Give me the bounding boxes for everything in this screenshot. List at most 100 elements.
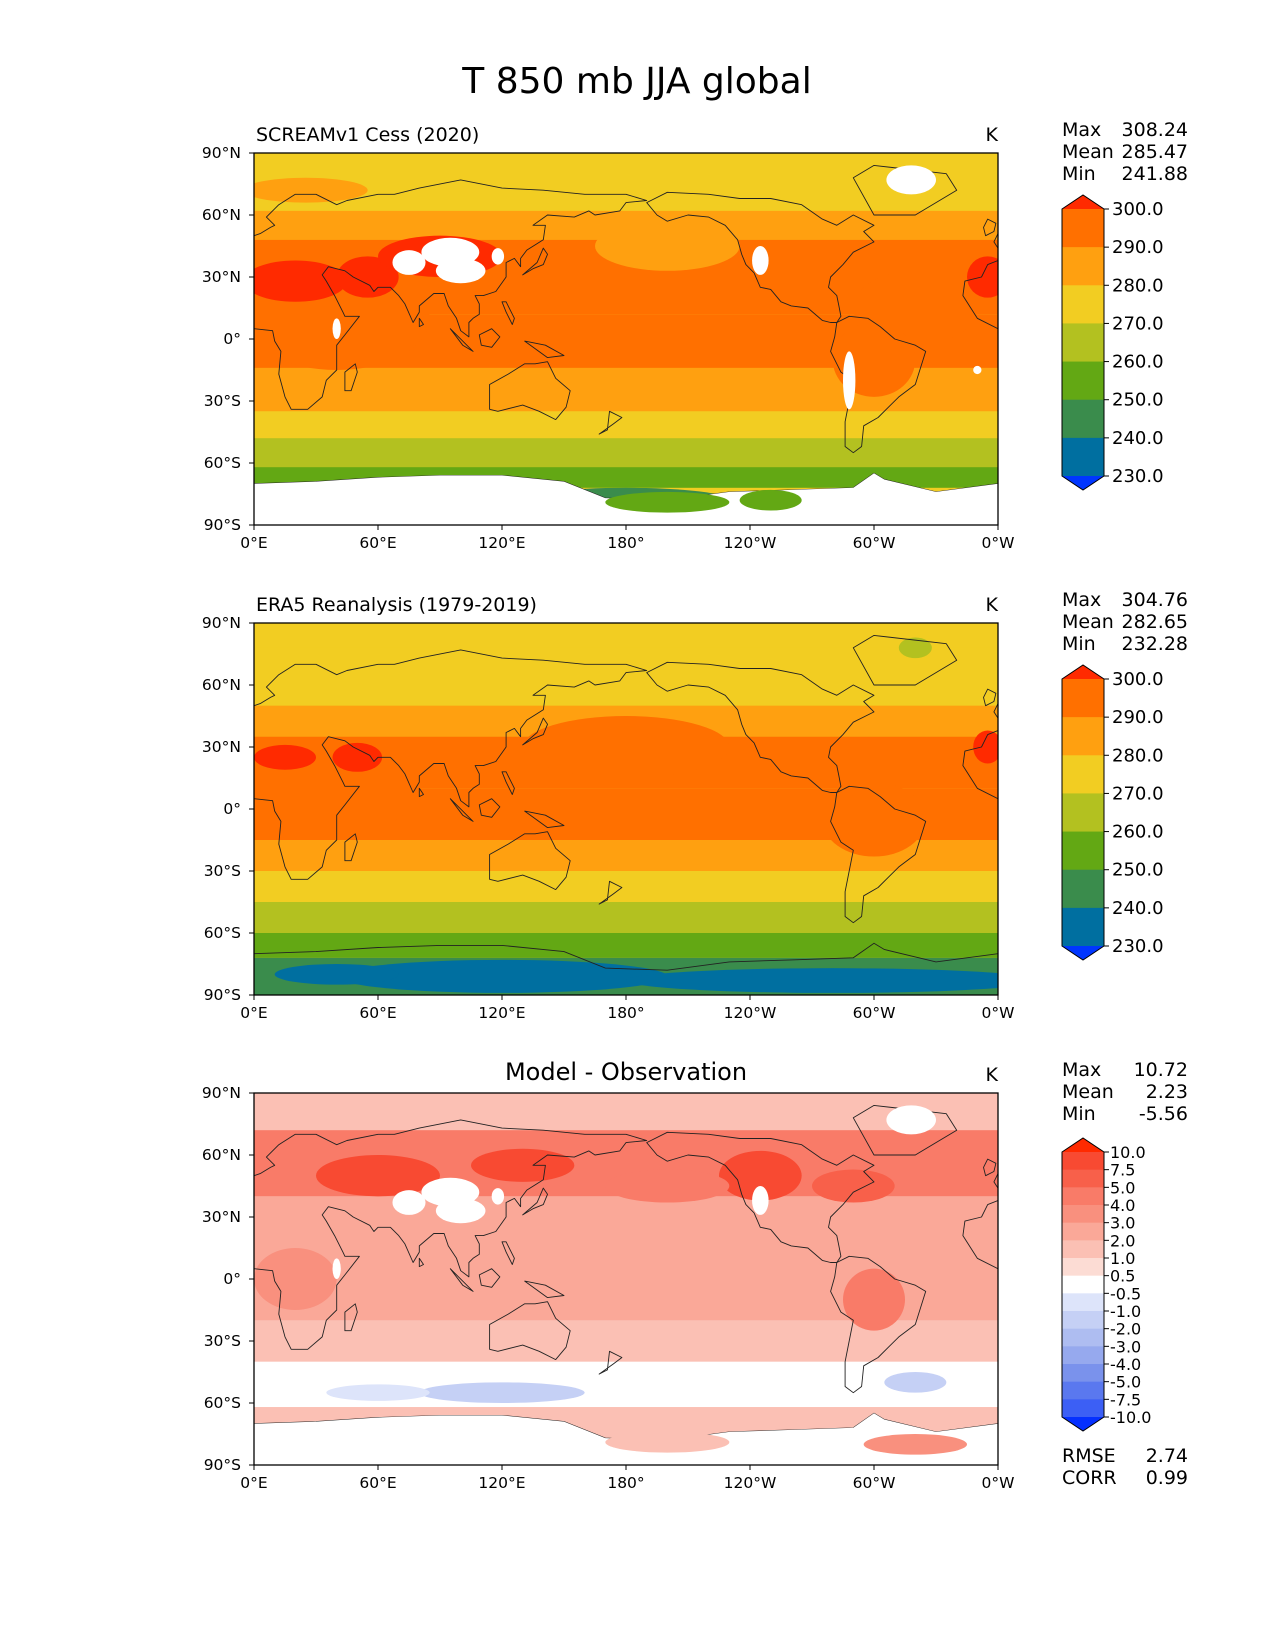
coastline-australia bbox=[489, 361, 571, 421]
coastline-uk bbox=[983, 218, 997, 237]
lat-tick-label: 60°S bbox=[204, 924, 241, 942]
stat-label-mean: Mean bbox=[1062, 611, 1114, 633]
cold-antarctic-region bbox=[336, 959, 668, 993]
colorbar-tick-label: -2.0 bbox=[1110, 1320, 1141, 1339]
colorbar-tick-label: 1.0 bbox=[1110, 1249, 1135, 1268]
colorbar-segment bbox=[1062, 1364, 1104, 1383]
missing-data-patch bbox=[435, 258, 486, 284]
colorbar-tick-label: 7.5 bbox=[1110, 1161, 1135, 1180]
panel-obs: ERA5 Reanalysis (1979-2019) K 90°N 60°N 30… bbox=[202, 589, 1188, 1022]
coastline-japan bbox=[522, 247, 548, 276]
lon-tick-label: 60°W bbox=[853, 1474, 896, 1492]
colorbar-segment bbox=[1062, 1240, 1104, 1259]
lat-tick-label: 90°S bbox=[204, 986, 241, 1004]
zonal-band bbox=[254, 153, 998, 184]
colorbar-segment bbox=[1062, 831, 1104, 871]
stat-value-min: 232.28 bbox=[1122, 633, 1188, 655]
zonal-band bbox=[254, 933, 998, 958]
coastline-nz bbox=[598, 880, 623, 905]
colorbar-tick-label: 0.5 bbox=[1110, 1267, 1135, 1286]
missing-data-patch bbox=[886, 165, 936, 195]
colorbar-tick-label: 270.0 bbox=[1112, 313, 1164, 334]
coastline-greenland bbox=[852, 164, 958, 216]
colorbar-segment bbox=[1062, 679, 1104, 718]
panel-units: K bbox=[986, 124, 999, 146]
coastline-australia bbox=[489, 831, 571, 891]
stat-value-mean: 285.47 bbox=[1122, 141, 1188, 163]
colorbar-segment bbox=[1062, 247, 1104, 286]
colorbar-tick-label: 10.0 bbox=[1110, 1143, 1146, 1162]
colorbar-tick-label: -5.0 bbox=[1110, 1373, 1141, 1392]
stat-label-max: Max bbox=[1062, 589, 1101, 611]
missing-data-patch bbox=[332, 1258, 341, 1279]
colorbar-tick-label: -7.5 bbox=[1110, 1390, 1141, 1409]
stat-value-mean: 282.65 bbox=[1122, 611, 1188, 633]
zonal-band bbox=[254, 1196, 998, 1248]
missing-data-patch bbox=[752, 1186, 769, 1215]
axis-ticks: 90°N 60°N 30°N 0° 30°S 60°S 90°S0°E 60°E 120°E 18… bbox=[202, 614, 1015, 1022]
lon-tick-label: 0°E bbox=[240, 534, 267, 552]
metric-label-rmse: RMSE bbox=[1062, 1445, 1116, 1467]
colorbar-tick-label: 230.0 bbox=[1112, 936, 1164, 957]
colorbar-extend-max bbox=[1062, 665, 1104, 679]
coastline-africaEurasia bbox=[254, 649, 648, 880]
coastline-naWest bbox=[646, 191, 875, 323]
missing-data-patch bbox=[435, 1198, 486, 1224]
missing-data-mask bbox=[254, 1105, 998, 1465]
coastline-naEast bbox=[962, 1173, 998, 1270]
colorbar-extend-max bbox=[1062, 195, 1104, 209]
panel-title: Model - Observation bbox=[505, 1058, 747, 1086]
panel-diff: Model - Observation K 90°N 60°N 30°N 0° 30°S… bbox=[202, 1058, 1188, 1492]
lon-tick-label: 60°E bbox=[359, 534, 396, 552]
lat-tick-label: 90°N bbox=[202, 144, 241, 162]
zonal-band bbox=[254, 871, 998, 902]
panel-model: SCREAMv1 Cess (2020) K 90°N 60°N 30°N 0° 30°… bbox=[202, 119, 1188, 552]
coastline-naEast bbox=[962, 703, 998, 800]
missing-data-patch bbox=[392, 250, 426, 275]
coastline-madagascar bbox=[344, 833, 358, 862]
missing-data-patch bbox=[491, 1188, 505, 1205]
missing-data-mask bbox=[254, 165, 998, 525]
figure-title: T 850 mb JJA global bbox=[461, 61, 811, 102]
coastline-borneo bbox=[478, 1268, 501, 1288]
coastline-phil bbox=[501, 1241, 515, 1265]
coastline-borneo bbox=[478, 328, 501, 348]
lon-tick-label: 120°E bbox=[478, 534, 525, 552]
colorbar-extend-min bbox=[1062, 476, 1104, 490]
coastline-newGuinea bbox=[524, 340, 565, 359]
colorbar-tick-label: 300.0 bbox=[1112, 199, 1164, 220]
lat-tick-label: 0° bbox=[223, 1270, 241, 1288]
stats-box: Max Mean Min 308.24 285.47 241.88 bbox=[1062, 119, 1188, 185]
missing-data-patch bbox=[491, 248, 505, 265]
panel-units: K bbox=[986, 1064, 999, 1086]
coastline-uk bbox=[983, 688, 997, 707]
colorbar-tick-label: 5.0 bbox=[1110, 1178, 1135, 1197]
colorbar-tick-label: 260.0 bbox=[1112, 352, 1164, 373]
coastline-indonesia bbox=[449, 328, 474, 352]
colorbar-tick-label: 4.0 bbox=[1110, 1196, 1135, 1215]
colorbar-segment bbox=[1062, 1152, 1104, 1171]
stat-value-max: 10.72 bbox=[1134, 1059, 1188, 1081]
colorbar-segment bbox=[1062, 1169, 1104, 1188]
zonal-band bbox=[254, 184, 998, 211]
missing-data-patch bbox=[973, 365, 982, 375]
lon-tick-label: 60°W bbox=[853, 1004, 896, 1022]
cool-pacific-region bbox=[595, 221, 740, 271]
zonal-band bbox=[254, 1093, 998, 1131]
antarctic-low-field bbox=[739, 489, 802, 511]
coastline-africaEurasia bbox=[254, 179, 648, 410]
lat-tick-label: 30°S bbox=[204, 862, 241, 880]
coastline-japan bbox=[522, 1187, 548, 1216]
warm-bias-region bbox=[843, 1268, 905, 1331]
lon-tick-label: 0°W bbox=[982, 534, 1015, 552]
coastline-madagascar bbox=[344, 363, 358, 392]
lat-tick-label: 30°N bbox=[202, 1208, 241, 1226]
stats-box: Max Mean Min 304.76 282.65 232.28 bbox=[1062, 589, 1188, 655]
coastline-sriLanka bbox=[418, 1257, 424, 1268]
lat-tick-label: 60°N bbox=[202, 1146, 241, 1164]
stat-label-min: Min bbox=[1062, 163, 1096, 185]
metrics-box: RMSE CORR 2.74 0.99 bbox=[1062, 1445, 1188, 1489]
colorbar-segment bbox=[1062, 1258, 1104, 1277]
colorbar-segment bbox=[1062, 1293, 1104, 1312]
coastline-nz bbox=[598, 410, 623, 435]
